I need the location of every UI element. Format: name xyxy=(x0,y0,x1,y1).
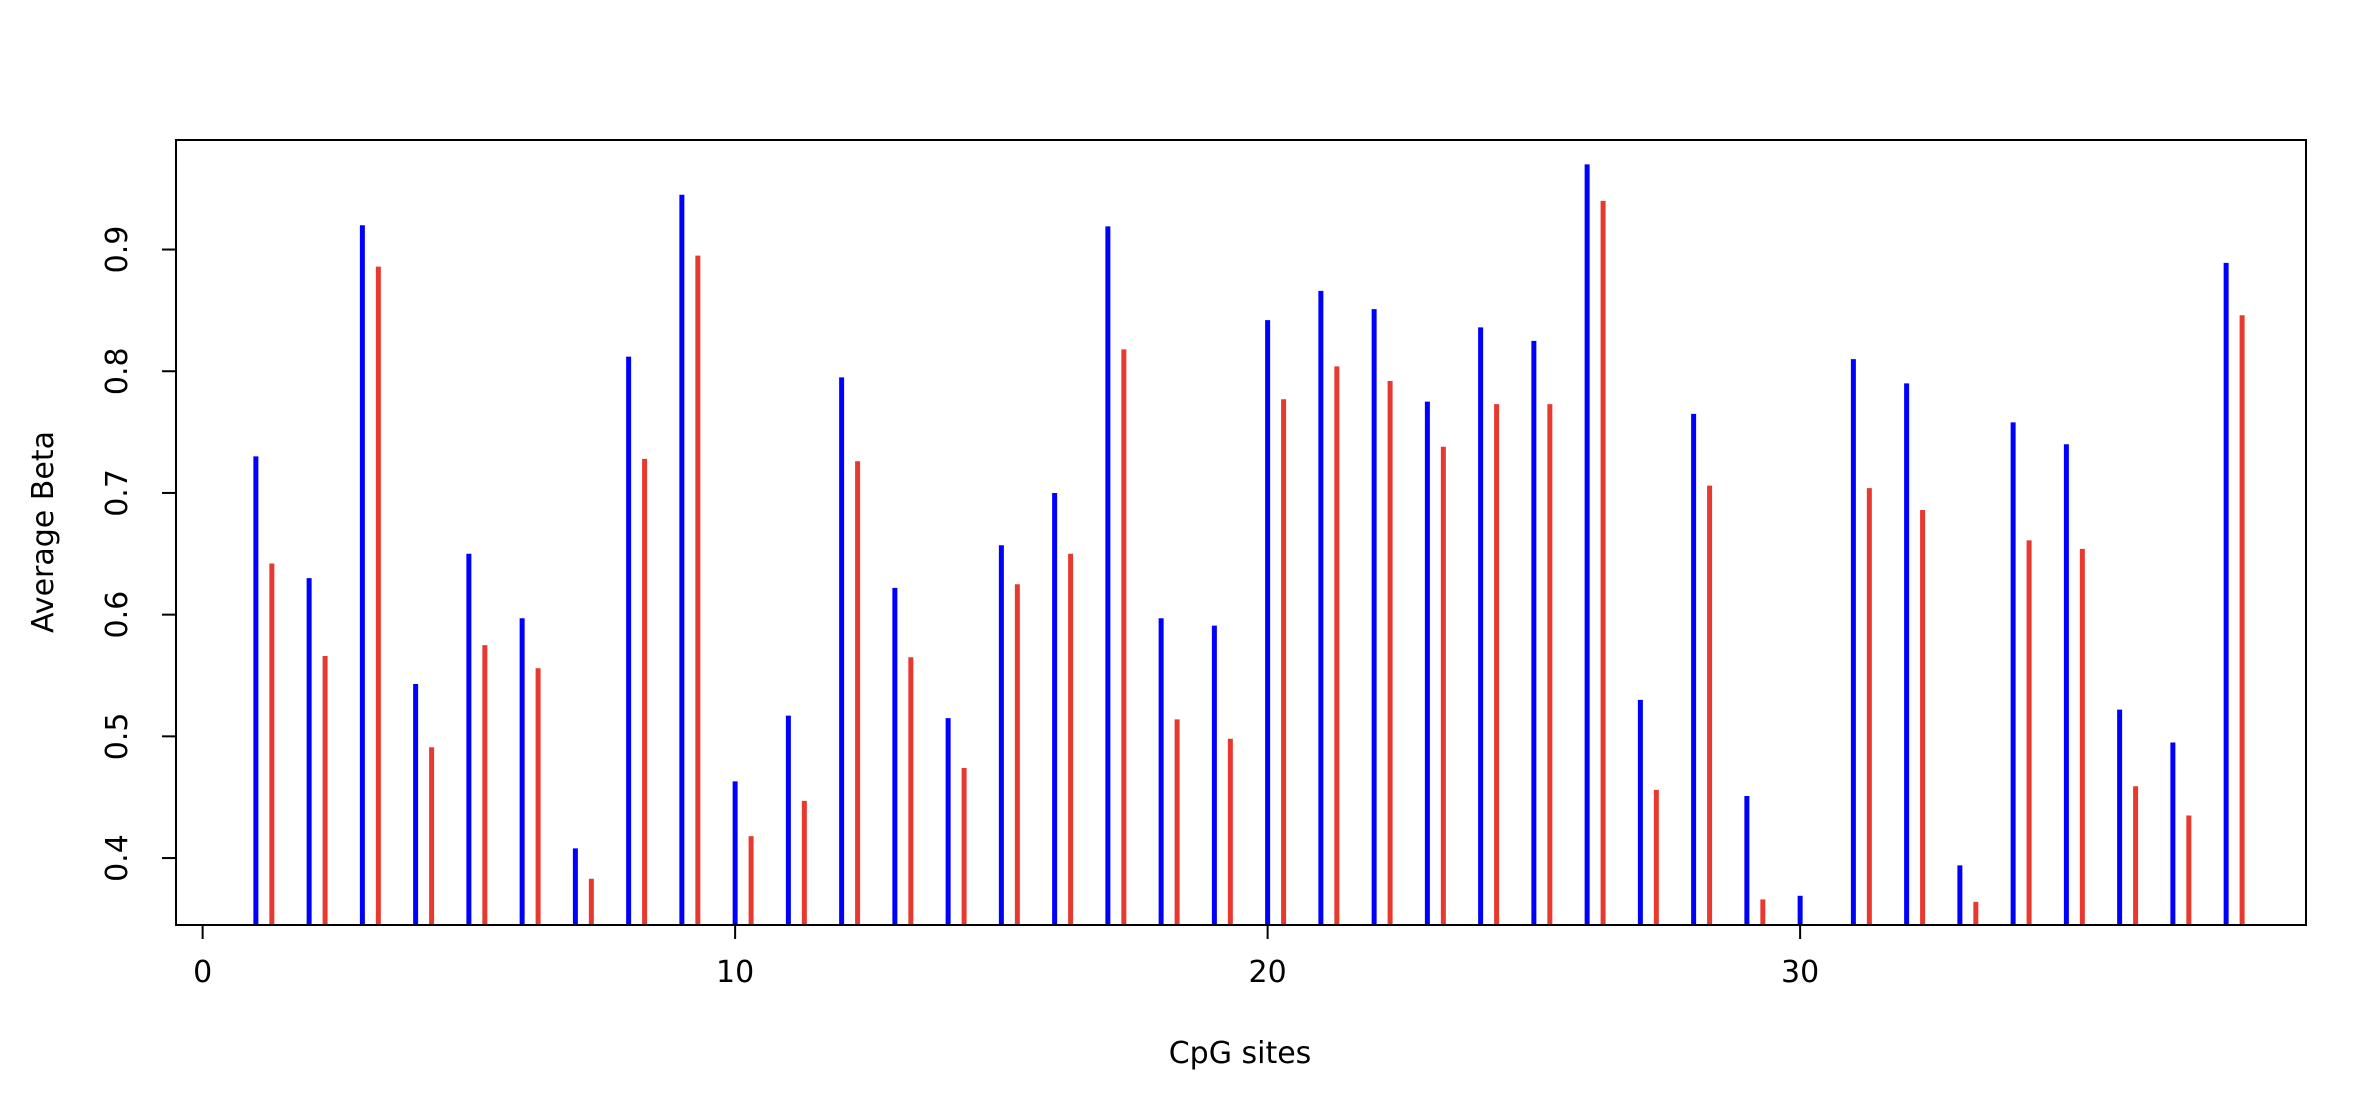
y-tick-label: 0.5 xyxy=(100,712,135,760)
y-tick-label: 0.8 xyxy=(100,347,135,395)
y-tick-label: 0.4 xyxy=(100,834,135,882)
y-tick-label: 0.6 xyxy=(100,591,135,639)
y-axis: 0.4 0.5 0.6 0.7 0.8 0.9 xyxy=(100,226,177,882)
bars-layer xyxy=(253,164,2245,925)
x-tick-label: 0 xyxy=(193,955,212,990)
x-tick-label: 30 xyxy=(1781,955,1819,990)
x-axis: 0 10 20 30 xyxy=(193,924,1819,990)
plot-frame xyxy=(175,139,2307,926)
x-tick-label: 10 xyxy=(716,955,754,990)
x-tick-label: 20 xyxy=(1249,955,1287,990)
y-axis-label: Average Beta xyxy=(26,431,61,633)
y-tick-label: 0.9 xyxy=(100,226,135,274)
x-axis-label: CpG sites xyxy=(1169,1036,1312,1071)
y-tick-label: 0.7 xyxy=(100,469,135,517)
